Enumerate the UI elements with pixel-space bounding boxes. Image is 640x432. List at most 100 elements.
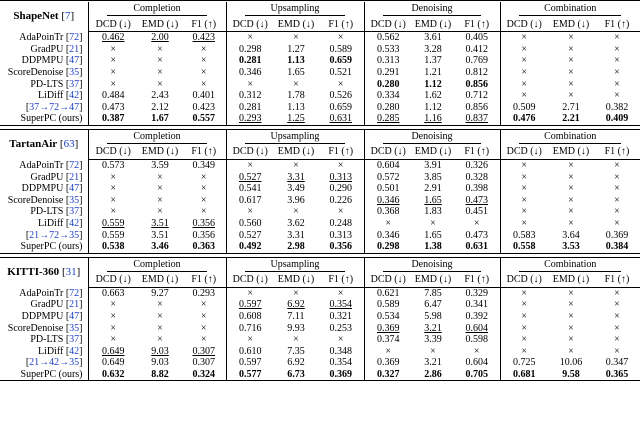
value-cell: 1.67 bbox=[138, 113, 182, 126]
value-cell: 0.328 bbox=[465, 171, 489, 183]
method-name: DDPMPU [47] bbox=[0, 55, 89, 67]
value-cell: 0.562 bbox=[363, 31, 412, 44]
value-cell: × bbox=[499, 206, 548, 218]
table-row: DDPMPU [47] × × × 0.541 3.49 0.290 0.501 2.91 0.3… bbox=[0, 182, 640, 195]
dataset-label: TartanAir bbox=[9, 138, 58, 150]
metric-header: EMD (↓) bbox=[412, 17, 454, 32]
value-cell: × bbox=[87, 206, 138, 218]
citation-link[interactable]: 35 bbox=[69, 67, 80, 79]
value-cell: × bbox=[568, 32, 574, 44]
value-cell: × bbox=[499, 43, 548, 56]
citation-link[interactable]: 35 bbox=[69, 194, 80, 206]
value-cell: 3.62 bbox=[287, 218, 305, 230]
citation-link[interactable]: 21→72→35 bbox=[29, 229, 80, 241]
citation-link[interactable]: 35 bbox=[69, 322, 80, 334]
citation-link[interactable]: 47 bbox=[69, 55, 80, 67]
citation-link[interactable]: 21 bbox=[69, 299, 80, 311]
citation-link[interactable]: 7 bbox=[64, 10, 71, 23]
citation-link[interactable]: 37→72→47 bbox=[29, 101, 80, 113]
citation-link[interactable]: 42 bbox=[69, 345, 80, 357]
value-cell: 0.312 bbox=[225, 89, 274, 102]
value-cell: 6.92 bbox=[287, 357, 305, 369]
value-cell: 0.248 bbox=[329, 218, 353, 230]
separator-cell bbox=[0, 124, 640, 130]
value-cell: × bbox=[568, 194, 574, 206]
value-cell: 1.12 bbox=[424, 78, 442, 90]
value-cell: 9.58 bbox=[548, 368, 594, 382]
value-cell: 0.423 bbox=[192, 32, 216, 44]
value-cell: × bbox=[568, 55, 574, 67]
table-row: DDPMPU [47] × × × 0.608 7.11 0.321 0.534 5.98 0.3… bbox=[0, 310, 640, 323]
method-name: ScoreDenoise [35] bbox=[0, 194, 89, 207]
citation-link[interactable]: 31 bbox=[65, 265, 77, 278]
value-cell: 0.541 bbox=[225, 182, 274, 195]
value-cell: × bbox=[293, 78, 299, 90]
value-cell: 3.21 bbox=[424, 322, 442, 334]
value-cell: × bbox=[225, 31, 274, 44]
citation-link[interactable]: 21 bbox=[69, 43, 80, 55]
value-cell: × bbox=[568, 90, 574, 102]
value-cell: 0.598 bbox=[465, 334, 489, 346]
value-cell: × bbox=[293, 334, 299, 346]
citation-link[interactable]: 72 bbox=[69, 287, 80, 299]
citation-link[interactable]: 37 bbox=[69, 206, 80, 218]
value-cell: × bbox=[87, 43, 138, 56]
citation-link[interactable]: 47 bbox=[69, 310, 80, 322]
citation-link[interactable]: 37 bbox=[69, 78, 80, 90]
value-cell: 0.401 bbox=[192, 90, 216, 102]
metric-header: F1 (↑) bbox=[454, 144, 500, 160]
value-cell: 0.559 bbox=[87, 217, 138, 230]
citation-link[interactable]: 21→42→35 bbox=[29, 357, 80, 369]
section-separator bbox=[0, 252, 640, 258]
section-separator bbox=[0, 124, 640, 130]
value-cell: 0.604 bbox=[363, 159, 412, 172]
citation-link[interactable]: 21 bbox=[69, 171, 80, 183]
method-name: GradPU [21] bbox=[0, 299, 89, 311]
value-cell: 0.365 bbox=[594, 368, 640, 382]
method-name: [37→72→47] bbox=[0, 101, 89, 114]
value-cell: 1.12 bbox=[424, 101, 442, 113]
value-cell: 0.509 bbox=[499, 101, 548, 114]
value-cell: × bbox=[499, 55, 548, 67]
value-cell: 0.610 bbox=[225, 345, 274, 358]
value-cell: 0.281 bbox=[225, 101, 274, 114]
value-cell: × bbox=[430, 218, 436, 230]
separator-cell bbox=[0, 252, 640, 258]
value-cell: 0.557 bbox=[182, 113, 226, 126]
metric-header: EMD (↓) bbox=[274, 144, 318, 160]
value-cell: × bbox=[614, 322, 620, 334]
value-cell: 0.313 bbox=[329, 171, 353, 183]
value-cell: 0.285 bbox=[363, 113, 412, 126]
value-cell: × bbox=[225, 333, 274, 346]
citation-link[interactable]: 47 bbox=[69, 183, 80, 195]
value-cell: × bbox=[200, 43, 207, 55]
citation-link[interactable]: 72 bbox=[69, 159, 80, 171]
citation-link[interactable]: 63 bbox=[63, 138, 75, 150]
citation-link[interactable]: 42 bbox=[69, 90, 80, 102]
value-cell: 9.27 bbox=[151, 287, 169, 299]
metric-header: EMD (↓) bbox=[138, 144, 182, 160]
citation-link[interactable]: 72 bbox=[69, 32, 80, 44]
method-name: AdaPoinTr [72] bbox=[0, 287, 89, 300]
value-cell: × bbox=[157, 310, 163, 322]
value-cell: 0.412 bbox=[465, 43, 489, 55]
method-name: SuperPC (ours) bbox=[0, 113, 89, 126]
value-cell: 0.473 bbox=[465, 194, 489, 206]
value-cell: × bbox=[293, 287, 299, 299]
table-row: PD-LTS [37] × × × × × × 0.368 1.83 0.451 × × × bbox=[0, 206, 640, 218]
citation-link[interactable]: 37 bbox=[69, 334, 80, 346]
value-cell: 2.12 bbox=[151, 101, 169, 113]
group-title-upsampling: Upsampling bbox=[225, 257, 364, 273]
citation-link[interactable]: 42 bbox=[69, 218, 80, 230]
value-cell: 0.659 bbox=[329, 101, 353, 113]
group-title-upsampling: Upsampling bbox=[225, 129, 364, 145]
metric-header: EMD (↓) bbox=[138, 272, 182, 288]
method-label: SuperPC (ours) bbox=[20, 113, 83, 125]
metric-header: F1 (↑) bbox=[318, 17, 364, 32]
value-cell: × bbox=[568, 43, 574, 55]
results-table: ShapeNet [7] Completion Upsampling Denoisin… bbox=[0, 0, 640, 382]
metric-header: F1 (↑) bbox=[182, 272, 226, 288]
dataset-label: KITTI-360 bbox=[7, 265, 60, 278]
value-cell: × bbox=[157, 67, 163, 79]
value-cell: 0.473 bbox=[465, 229, 489, 241]
